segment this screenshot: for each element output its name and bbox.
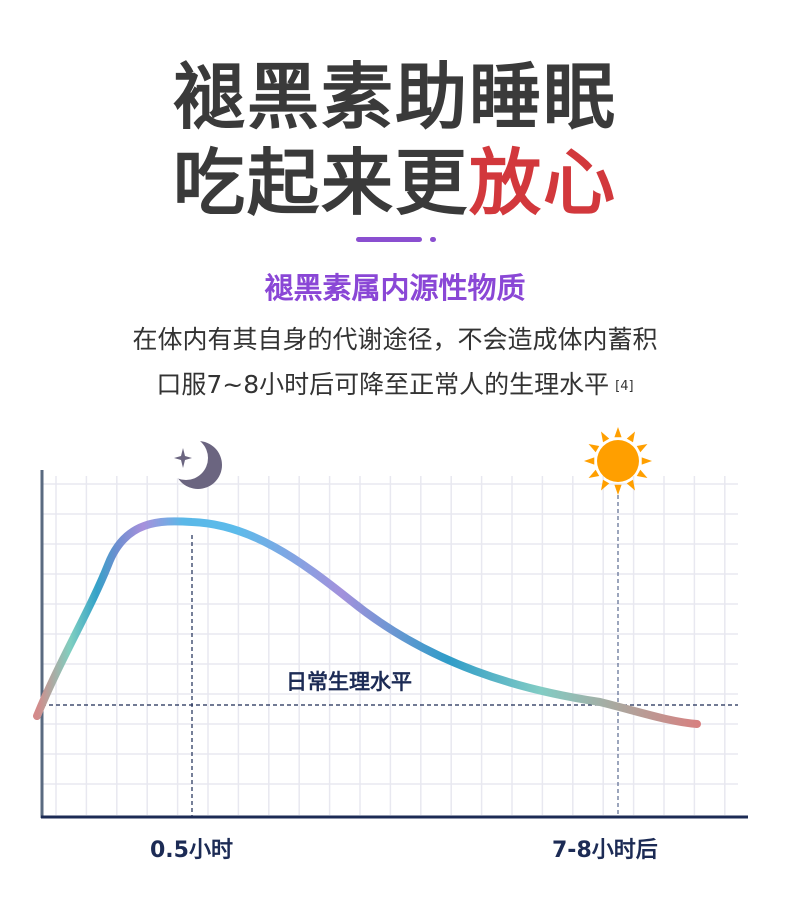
- divider: [356, 237, 422, 242]
- sun-ray: [601, 479, 610, 491]
- melatonin-curve: [33, 517, 701, 728]
- sun-ray: [636, 469, 648, 478]
- sun-ray: [626, 479, 635, 491]
- title-line-2: 吃起来更放心: [0, 138, 790, 228]
- sun-ray: [588, 469, 600, 478]
- moon-star-icon: [164, 436, 222, 489]
- body-line-2-text: 口服7~8小时后可降至正常人的生理水平: [156, 370, 610, 399]
- x-label-peak: 0.5小时: [150, 838, 233, 863]
- sun-ray: [614, 484, 622, 495]
- title-prefix: 吃起来更: [172, 141, 469, 225]
- sun-ray: [636, 444, 648, 453]
- sun-ray: [614, 427, 622, 438]
- body-line-1: 在体内有其自身的代谢途径，不会造成体内蓄积: [132, 325, 658, 354]
- x-label-recovery: 7-8小时后: [552, 838, 658, 863]
- sun-ray: [584, 457, 595, 465]
- sun-ray: [641, 457, 652, 465]
- title-accent: 放心: [469, 141, 618, 225]
- subtitle: 褪黑素属内源性物质: [264, 271, 526, 305]
- divider-dot: [430, 237, 436, 242]
- sun-ray: [601, 431, 610, 443]
- sun-ray: [626, 431, 635, 443]
- sun-disc: [597, 440, 639, 482]
- title-line-1: 褪黑素助睡眠: [172, 55, 617, 139]
- reference-mark: [4]: [615, 379, 634, 394]
- sun-ray: [588, 444, 600, 453]
- grid: [42, 476, 738, 815]
- body-line-2: 口服7~8小时后可降至正常人的生理水平 [4]: [0, 367, 790, 403]
- level-label: 日常生理水平: [286, 670, 412, 694]
- sun-icon: [584, 427, 652, 495]
